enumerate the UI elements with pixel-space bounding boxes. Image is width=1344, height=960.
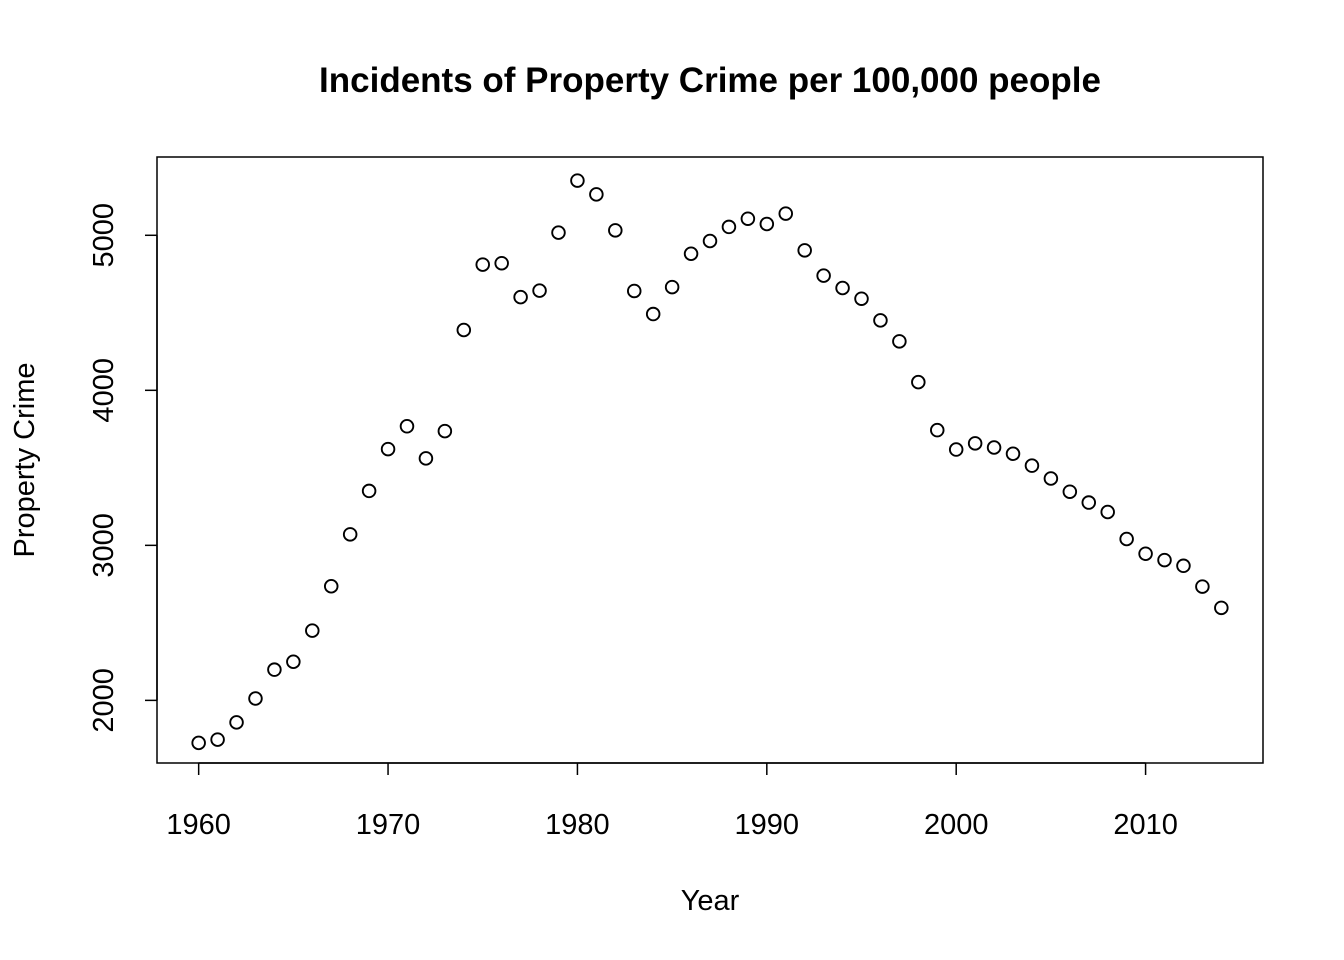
data-point — [475, 257, 490, 272]
data-point — [1005, 446, 1021, 461]
data-point — [1119, 531, 1134, 547]
data-point — [1024, 458, 1040, 473]
data-point — [873, 313, 888, 328]
data-point — [892, 334, 907, 349]
x-axis: 1960 1970 1980 1990 2000 2010 — [166, 762, 1178, 841]
data-point — [816, 268, 831, 283]
data-point — [361, 483, 377, 499]
chart-title: Incidents of Property Crime per 100,000 … — [319, 61, 1101, 100]
data-point — [911, 374, 926, 390]
data-point — [589, 187, 604, 202]
y-tick-label: 4000 — [88, 358, 120, 423]
data-point — [1157, 552, 1172, 568]
data-point — [1043, 471, 1059, 486]
data-point — [930, 422, 945, 438]
data-point — [948, 442, 964, 457]
data-point — [210, 732, 225, 747]
data-point — [759, 216, 775, 232]
data-point — [437, 423, 453, 439]
y-tick-label: 3000 — [88, 513, 120, 578]
data-point — [986, 440, 1002, 455]
data-point — [342, 527, 358, 542]
data-point — [191, 735, 206, 751]
data-point — [702, 233, 718, 249]
data-point — [380, 441, 396, 457]
data-point — [608, 223, 623, 238]
data-point — [248, 691, 263, 706]
data-point — [1176, 558, 1191, 574]
data-point — [267, 662, 282, 677]
data-point — [721, 219, 737, 235]
x-tick-label: 1980 — [545, 809, 610, 841]
y-axis: 2000 3000 4000 5000 — [88, 203, 158, 733]
x-tick-label: 1990 — [735, 809, 800, 841]
data-point — [740, 211, 756, 226]
data-point — [1062, 484, 1078, 499]
data-point — [323, 579, 339, 594]
data-point — [399, 419, 415, 434]
data-point — [797, 243, 812, 258]
data-points — [191, 173, 1229, 751]
y-tick-label: 2000 — [88, 668, 120, 733]
data-point — [494, 255, 509, 271]
y-tick-label: 5000 — [88, 203, 120, 268]
x-tick-label: 2000 — [924, 809, 989, 841]
x-tick-label: 2010 — [1113, 809, 1178, 841]
data-point — [456, 322, 472, 338]
data-point — [967, 436, 983, 451]
x-axis-label: Year — [681, 885, 740, 917]
data-point — [1100, 504, 1115, 520]
data-point — [286, 654, 301, 670]
data-point — [778, 206, 794, 221]
data-point — [570, 173, 585, 188]
data-point — [305, 623, 320, 638]
data-point — [664, 279, 680, 295]
data-point — [532, 283, 547, 298]
data-point — [1214, 600, 1229, 616]
data-point — [551, 225, 566, 240]
data-point — [1195, 579, 1210, 594]
data-point — [229, 715, 244, 730]
data-point — [513, 289, 528, 305]
data-point — [645, 306, 661, 322]
data-point — [626, 283, 642, 299]
data-point — [418, 451, 434, 466]
data-point — [835, 280, 850, 296]
data-point — [683, 246, 699, 261]
x-tick-label: 1970 — [356, 809, 421, 841]
data-point — [1081, 495, 1097, 510]
data-point — [1138, 546, 1153, 561]
x-tick-label: 1960 — [166, 809, 231, 841]
data-point — [854, 291, 869, 306]
y-axis-label: Property Crime — [9, 363, 41, 558]
